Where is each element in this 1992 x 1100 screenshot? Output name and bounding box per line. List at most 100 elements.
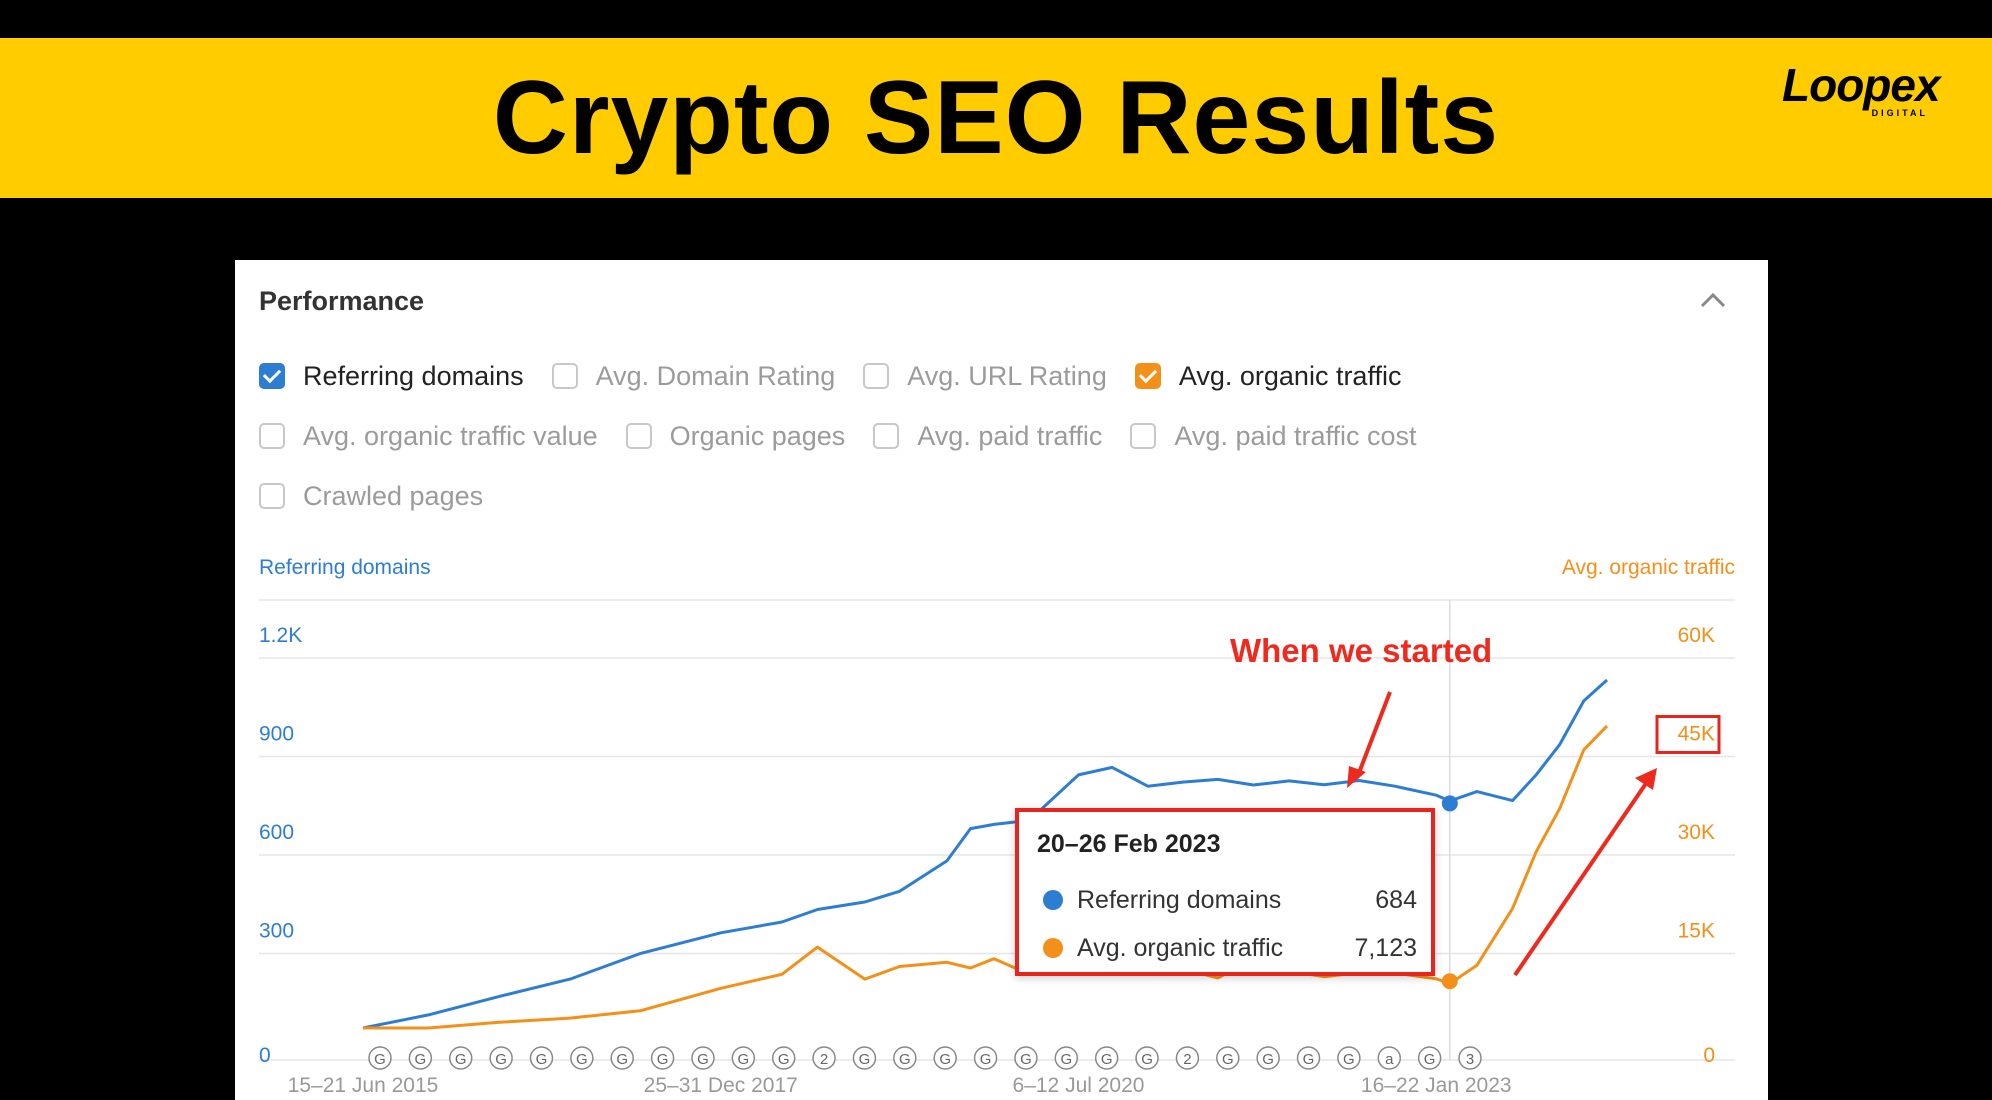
loopex-logo: Loopex DIGITAL [1782,58,1941,128]
growth-arrow-head [1635,768,1657,790]
filter-label: Avg. paid traffic [917,420,1103,451]
x-tick-label: 16–22 Jan 2023 [1361,1074,1512,1097]
google-update-marker [1094,1046,1119,1070]
google-update-marker [1175,1046,1200,1070]
checkbox[interactable] [1134,363,1161,389]
filter-label: Crawled pages [303,480,484,511]
google-update-marker-label: G [778,1051,790,1068]
tooltip-row-organic-traffic: Avg. organic traffic 7,123 [1037,928,1417,968]
google-update-marker [893,1046,917,1070]
filter-row: Avg. organic traffic value Organic pages A… [259,406,1739,466]
google-update-marker-label: G [1101,1051,1113,1068]
google-update-marker-label: G [1424,1051,1436,1068]
right-axis-title: Avg. organic traffic [1561,556,1735,579]
checkbox[interactable] [1130,423,1157,449]
checkbox[interactable] [873,423,900,449]
google-update-marker [1256,1046,1280,1070]
checkbox[interactable] [259,423,285,449]
google-update-marker [691,1046,715,1070]
filter-avg-paid-traffic[interactable]: Avg. paid traffic [873,421,1102,452]
filter-row: Referring domains Avg. Domain Rating Avg. … [259,346,1739,406]
logo-wordmark: Loopex [1782,59,1941,111]
tooltip-series-value: 7,123 [1354,934,1417,962]
tooltip-row-referring-domains: Referring domains 684 [1037,880,1417,920]
google-update-marker-label: G [697,1051,709,1068]
annotation-arrow-shaft [1355,691,1392,779]
checkbox[interactable] [551,363,578,389]
checkbox[interactable] [625,423,652,449]
logo-subtitle: DIGITAL [1871,108,1928,118]
annotation-arrow-head [1347,766,1366,788]
filter-label: Avg. URL Rating [907,360,1107,391]
google-update-marker [771,1046,796,1070]
filter-row: Crawled pages [259,466,1739,526]
performance-title: Performance [259,286,425,316]
tooltip-series-value: 684 [1375,886,1417,914]
filter-avg-organic-traffic-value[interactable]: Avg. organic traffic value [259,421,598,452]
checkbox[interactable] [863,363,890,389]
google-update-marker-label: G [1262,1051,1274,1068]
google-update-marker [489,1046,513,1070]
google-update-marker [731,1046,756,1070]
google-update-marker-label: G [737,1051,749,1068]
annotation-when-we-started: When we started [1230,632,1493,669]
title-banner: Crypto SEO Results Loopex DIGITAL [0,38,1992,198]
filter-organic-pages[interactable]: Organic pages [625,421,845,452]
google-update-marker-label: G [1141,1051,1153,1068]
series-line-referring-domains [362,678,1609,1030]
google-update-marker [933,1046,957,1070]
left-axis-title: Referring domains [259,556,431,579]
google-update-marker-label: G [1343,1051,1355,1068]
left-tick-label: 1.2K [259,624,302,647]
google-update-marker [1377,1046,1402,1070]
checkbox[interactable] [259,483,285,509]
google-update-marker-label: G [1020,1051,1032,1068]
chart-tooltip: 20–26 Feb 2023 Referring domains 684 Avg… [1015,808,1435,976]
filter-label: Referring domains [303,360,524,391]
google-update-marker-label: G [657,1051,669,1068]
filter-avg-domain-rating[interactable]: Avg. Domain Rating [551,361,835,392]
google-update-marker-label: G [980,1051,992,1068]
checkbox[interactable] [259,363,285,389]
google-update-marker [368,1046,392,1070]
right-tick-label: 60K [1678,624,1715,647]
right-tick-label: 45K [1678,723,1715,746]
google-update-marker [570,1046,594,1070]
right-tick-label: 0 [1703,1044,1715,1067]
google-update-marker-label: G [415,1051,427,1068]
google-update-marker [1417,1046,1442,1070]
google-update-marker-label: G [899,1051,911,1068]
google-update-marker [1296,1046,1321,1070]
google-update-marker-label: G [859,1051,871,1068]
google-update-marker [1014,1046,1038,1070]
google-update-marker-label: G [1222,1051,1234,1068]
google-update-marker [610,1046,634,1070]
google-update-marker [852,1046,877,1070]
filter-avg-paid-traffic-cost[interactable]: Avg. paid traffic cost [1130,420,1417,452]
filter-avg-organic-traffic[interactable]: Avg. organic traffic [1134,361,1401,392]
google-update-marker-label: G [536,1051,548,1068]
google-update-marker-label: G [1060,1051,1072,1068]
filter-referring-domains[interactable]: Referring domains [259,361,524,392]
google-update-marker-label: G [374,1051,386,1068]
performance-chart[interactable]: 0 300 600 900 1.2K 0 15K 30K 45K 60K 15–21 Jun 201… [235,260,1768,1100]
x-tick-label: 6–12 Jul 2020 [1013,1074,1145,1097]
chevron-up-icon[interactable] [1698,290,1728,310]
filter-label: Avg. organic traffic value [303,420,598,451]
tooltip-dot-blue [1043,890,1063,910]
google-update-marker [408,1046,433,1070]
left-tick-label: 900 [259,723,294,746]
filter-crawled-pages[interactable]: Crawled pages [259,481,483,512]
left-tick-label: 300 [259,920,294,943]
google-update-marker [812,1046,836,1070]
right-tick-label: 30K [1678,821,1715,844]
google-update-marker-label: G [616,1051,628,1068]
hover-point [1441,795,1458,812]
google-update-marker-label: G [455,1051,467,1068]
google-update-marker-label: G [939,1051,951,1068]
highlight-box-45k [1655,715,1721,754]
filter-label: Avg. paid traffic cost [1174,420,1417,451]
google-update-marker [1054,1046,1079,1070]
filter-avg-url-rating[interactable]: Avg. URL Rating [863,361,1107,392]
right-tick-label: 15K [1678,920,1715,943]
